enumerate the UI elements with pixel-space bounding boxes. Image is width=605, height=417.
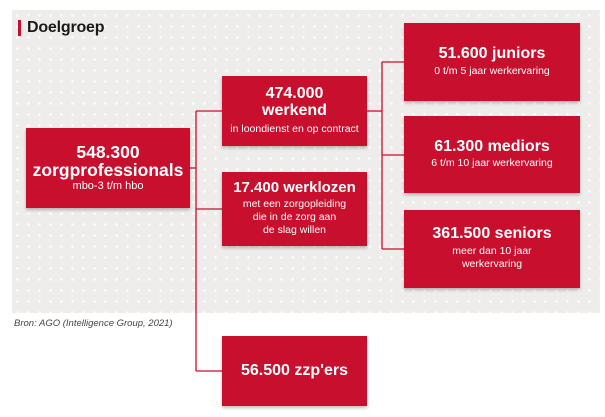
node-werklozen-title: 17.400 werklozen [233,179,356,197]
header-title: Doelgroep [27,19,105,36]
node-total-value: 548.300 [76,141,140,162]
node-werkend-value: 474.000 [265,85,324,103]
node-seniors: 361.500 seniors meer dan 10 jaar werkerv… [404,210,580,288]
node-juniors-sub: 0 t/m 5 jaar werkervaring [434,64,550,77]
node-werklozen-sub3: de slag willen [262,224,327,237]
node-total-zorgprofessionals: 548.300 zorgprofessionals mbo-3 t/m hbo [26,128,190,208]
node-juniors-title: 51.600 juniors [438,45,546,63]
node-total-sub: mbo-3 t/m hbo [72,179,144,192]
node-mediors-title: 61.300 mediors [434,137,550,155]
node-zzp: 56.500 zzp'ers [222,336,367,406]
header: Doelgroep [18,18,105,38]
node-zzp-title: 56.500 zzp'ers [241,361,348,379]
node-total-label: zorgprofessionals [32,160,184,181]
node-seniors-title: 361.500 seniors [432,225,552,243]
node-werkend-label: werkend [262,101,327,119]
header-accent-bar [18,20,21,36]
node-werklozen-sub2: die in de zorg aan [252,211,337,224]
source-note: Bron: AGO (Intelligence Group, 2021) [14,318,173,329]
node-seniors-sub1: meer dan 10 jaar [452,245,532,258]
node-mediors-sub: 6 t/m 10 jaar werkervaring [431,157,553,170]
node-seniors-sub2: werkervaring [461,258,523,271]
node-werklozen: 17.400 werklozen met een zorgopleiding d… [222,172,367,246]
node-werkend: 474.000 werkend in loondienst en op cont… [222,76,367,146]
node-juniors: 51.600 juniors 0 t/m 5 jaar werkervaring [404,23,580,101]
node-mediors: 61.300 mediors 6 t/m 10 jaar werkervarin… [404,116,580,193]
node-werklozen-sub1: met een zorgopleiding [242,198,347,211]
node-werkend-sub: in loondienst en op contract [230,122,359,135]
